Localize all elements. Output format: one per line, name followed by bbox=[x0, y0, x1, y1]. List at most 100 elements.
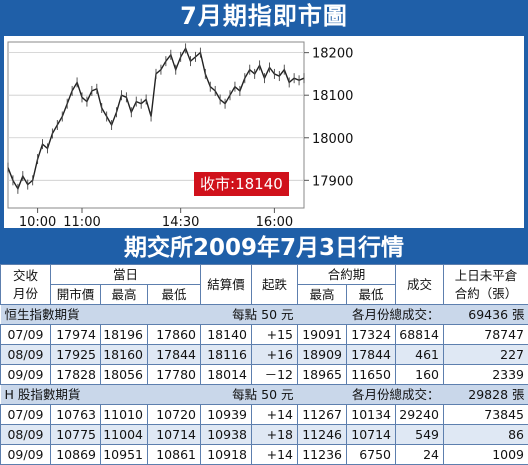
section-row: H 股指數期貨每點 50 元各月份總成交：29828 張 bbox=[1, 385, 528, 405]
table-cell: 17860 bbox=[148, 325, 201, 345]
table-cell: 18014 bbox=[201, 365, 252, 385]
table-cell: 08/09 bbox=[1, 345, 51, 365]
header-jiesuan: 結算價 bbox=[201, 265, 252, 305]
table-cell: 18056 bbox=[101, 365, 148, 385]
table-cell: 11010 bbox=[101, 405, 148, 425]
table-cell: 11236 bbox=[298, 445, 347, 465]
table-cell: 10720 bbox=[148, 405, 201, 425]
futures-table: 交收月份 當日 結算價 起跌 合約期 成交 上日未平倉合約（張） 開市價 最高 … bbox=[0, 264, 528, 465]
table-cell: 10714 bbox=[347, 425, 396, 445]
table-cell: 549 bbox=[396, 425, 444, 445]
table-cell: 08/09 bbox=[1, 425, 51, 445]
header-chengjiao: 成交 bbox=[396, 265, 444, 305]
table-cell: 10939 bbox=[201, 405, 252, 425]
header-row-1: 交收月份 當日 結算價 起跌 合約期 成交 上日未平倉合約（張） bbox=[1, 265, 528, 285]
table-cell: 11004 bbox=[101, 425, 148, 445]
header-month: 交收月份 bbox=[1, 265, 51, 305]
table-cell: 227 bbox=[444, 345, 528, 365]
header-dangri: 當日 bbox=[51, 265, 201, 285]
table-cell: 17925 bbox=[51, 345, 101, 365]
table-cell: 10714 bbox=[148, 425, 201, 445]
section-point-value: 每點 50 元 bbox=[148, 385, 298, 405]
table-cell: 1009 bbox=[444, 445, 528, 465]
chart-title: 7月期指即市圖 bbox=[0, 1, 528, 31]
table-cell: 17974 bbox=[51, 325, 101, 345]
section-point-value: 每點 50 元 bbox=[148, 305, 298, 325]
header-open-interest: 上日未平倉合約（張） bbox=[444, 265, 528, 305]
header-heyueqi: 合約期 bbox=[298, 265, 396, 285]
table-cell: 461 bbox=[396, 345, 444, 365]
table-cell: 10134 bbox=[347, 405, 396, 425]
table-cell: 68814 bbox=[396, 325, 444, 345]
chart-title-bar: 7月期指即市圖 bbox=[0, 0, 528, 32]
section-total: 69436 張 bbox=[444, 305, 528, 325]
table-cell: 2339 bbox=[444, 365, 528, 385]
table-cell: 18140 bbox=[201, 325, 252, 345]
header-zuidi: 最低 bbox=[148, 285, 201, 305]
header-zuigao: 最高 bbox=[101, 285, 148, 305]
table-cell: 24 bbox=[396, 445, 444, 465]
table-cell: 09/09 bbox=[1, 365, 51, 385]
table-cell: +15 bbox=[252, 325, 298, 345]
x-tick-label: 11:00 bbox=[63, 215, 100, 228]
table-cell: 11650 bbox=[347, 365, 396, 385]
close-badge: 收市:18140 bbox=[194, 172, 289, 196]
header-qidie: 起跌 bbox=[252, 265, 298, 305]
x-tick-label: 10:00 bbox=[19, 215, 56, 228]
header-kaishi: 開市價 bbox=[51, 285, 101, 305]
header-hy-zuigao: 最高 bbox=[298, 285, 347, 305]
table-cell: 11267 bbox=[298, 405, 347, 425]
y-tick-label: 18100 bbox=[312, 89, 353, 104]
table-cell: 6750 bbox=[347, 445, 396, 465]
section-name: H 股指數期貨 bbox=[1, 385, 148, 405]
header-weiping2: 合約（張） bbox=[455, 286, 518, 301]
table-cell: 86 bbox=[444, 425, 528, 445]
table-cell: 19091 bbox=[298, 325, 347, 345]
table-cell: 18965 bbox=[298, 365, 347, 385]
table-cell: 10951 bbox=[101, 445, 148, 465]
table-cell: 11246 bbox=[298, 425, 347, 445]
x-tick-label: 16:00 bbox=[256, 215, 293, 228]
close-value: 18140 bbox=[235, 175, 283, 193]
table-cell: +14 bbox=[252, 445, 298, 465]
table-cell: 18160 bbox=[101, 345, 148, 365]
table-cell: 10861 bbox=[148, 445, 201, 465]
close-label: 收市: bbox=[200, 175, 235, 193]
section-total-label: 各月份總成交： bbox=[298, 305, 444, 325]
table-cell: 78747 bbox=[444, 325, 528, 345]
section-total-label: 各月份總成交： bbox=[298, 385, 444, 405]
header-yuefen: 月份 bbox=[13, 286, 38, 301]
y-tick-label: 18200 bbox=[312, 47, 353, 62]
y-tick-label: 18000 bbox=[312, 132, 353, 147]
section-name: 恒生指數期貨 bbox=[1, 305, 148, 325]
header-hy-zuidi: 最低 bbox=[347, 285, 396, 305]
section-total: 29828 張 bbox=[444, 385, 528, 405]
header-jiaoshou: 交收 bbox=[13, 268, 38, 283]
table-cell: +14 bbox=[252, 405, 298, 425]
table-cell: +16 bbox=[252, 345, 298, 365]
table-cell: 18909 bbox=[298, 345, 347, 365]
table-cell: 73845 bbox=[444, 405, 528, 425]
table-cell: －12 bbox=[252, 365, 298, 385]
table-cell: +18 bbox=[252, 425, 298, 445]
table-cell: 17780 bbox=[148, 365, 201, 385]
table-cell: 10763 bbox=[51, 405, 101, 425]
header-weiping1: 上日未平倉 bbox=[455, 268, 518, 283]
table-cell: 10938 bbox=[201, 425, 252, 445]
table-cell: 17324 bbox=[347, 325, 396, 345]
table-title-bar: 期交所2009年7月3日行情 bbox=[0, 232, 528, 264]
table-cell: 29240 bbox=[396, 405, 444, 425]
table-cell: 18196 bbox=[101, 325, 148, 345]
table-cell: 07/09 bbox=[1, 405, 51, 425]
table-cell: 160 bbox=[396, 365, 444, 385]
